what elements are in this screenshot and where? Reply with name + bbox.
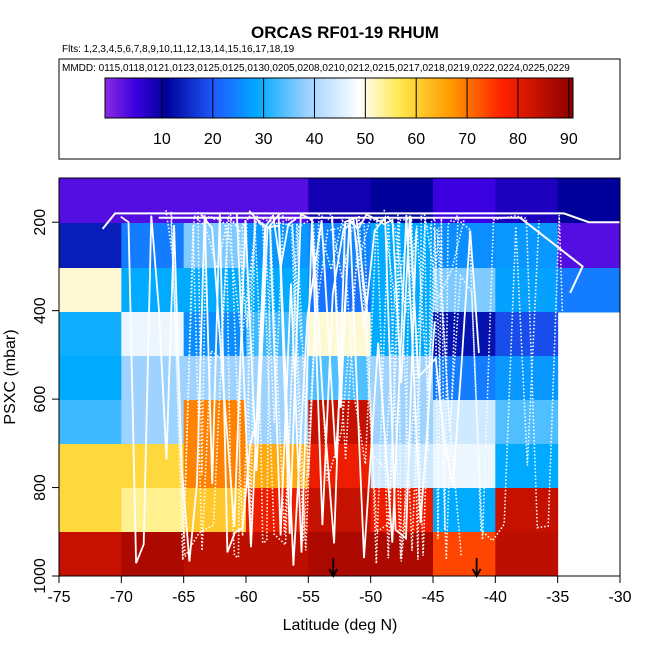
colorbar-tick-label: 20 — [204, 131, 222, 148]
x-tick-label: -45 — [421, 589, 444, 606]
flight-track — [229, 214, 463, 564]
flight-track — [158, 216, 584, 294]
x-tick-label: -65 — [172, 589, 195, 606]
x-tick-label: -40 — [484, 589, 507, 606]
heatmap-cell — [121, 400, 185, 445]
heatmap-cell — [557, 223, 621, 269]
heatmap-cell — [59, 444, 122, 489]
colorbar-tick-label: 60 — [407, 131, 425, 148]
heatmap-cell — [121, 488, 185, 533]
heatmap-cell — [433, 488, 496, 533]
colorbar-ticks: 10 20 30 40 50 60 70 80 90 — [153, 78, 578, 148]
heatmap-cell — [495, 178, 559, 224]
heatmap-cell — [308, 178, 372, 224]
heatmap-cell — [59, 356, 122, 401]
colorbar-panel — [58, 58, 621, 160]
heatmap-cell — [246, 488, 309, 533]
heatmap-cell — [59, 223, 122, 269]
heatmap-cell — [183, 532, 247, 577]
x-tick-label: -55 — [297, 589, 320, 606]
x-axis-label: Latitude (deg N) — [283, 617, 398, 634]
heatmap-cell — [370, 178, 434, 224]
flight-track — [248, 210, 418, 553]
flight-track — [235, 212, 436, 566]
heatmap-cell — [495, 532, 559, 577]
heatmap-cell — [495, 268, 559, 313]
flight-track — [197, 212, 272, 559]
x-tick-label: -70 — [110, 589, 133, 606]
colorbar-tick-label: 40 — [306, 131, 324, 148]
flight-track — [383, 209, 571, 546]
heatmap-cell — [495, 488, 559, 533]
y-tick-label: 200 — [32, 209, 49, 236]
heatmap-cell — [495, 400, 559, 445]
colorbar-tick-label: 10 — [153, 131, 171, 148]
x-tick-label: -30 — [608, 589, 631, 606]
y-tick-label: 1000 — [32, 558, 49, 594]
colorbar-tick-label: 90 — [560, 131, 578, 148]
flight-track — [170, 211, 412, 561]
heatmap-cell — [308, 532, 372, 577]
heatmap-cell — [59, 532, 122, 577]
y-tick-label: 400 — [32, 297, 49, 324]
x-axis-ticks: -75 -70 -65 -60 -55 -50 -45 -40 -35 -30 — [47, 576, 632, 606]
heatmap-cell — [557, 268, 621, 313]
heatmap-cell — [495, 444, 559, 489]
heatmap-cell — [246, 532, 309, 577]
heatmap-cell — [59, 178, 122, 224]
flight-track — [120, 213, 297, 564]
colorbar-tick-label: 70 — [458, 131, 476, 148]
y-axis-label: PSXC (mbar) — [2, 329, 19, 424]
heatmap-cell — [121, 178, 185, 224]
heatmap-cell — [59, 312, 122, 357]
heatmap-cell — [495, 312, 559, 357]
flight-track — [165, 210, 302, 551]
heatmap-cell — [59, 400, 122, 445]
colorbar-tick-label: 30 — [255, 131, 273, 148]
heatmap-cell — [370, 400, 434, 445]
chart-title: ORCAS RF01-19 RHUM — [251, 23, 439, 42]
heatmap-cell — [246, 312, 309, 357]
heatmap-cell — [121, 444, 185, 489]
heatmap-cell — [557, 178, 621, 224]
x-tick-label: -35 — [546, 589, 569, 606]
y-tick-label: 600 — [32, 386, 49, 413]
y-axis-ticks: 200 400 600 800 1000 — [32, 209, 59, 594]
heatmap-cell — [308, 444, 372, 489]
heatmap-cell — [433, 223, 496, 269]
flight-track — [394, 212, 459, 562]
heatmap-cell — [433, 532, 496, 577]
flight-track — [329, 213, 540, 560]
heatmap-cell — [121, 532, 185, 577]
plot-frame — [58, 177, 621, 577]
flight-tracks — [101, 209, 620, 566]
heatmap-cell — [433, 178, 496, 224]
flights-line: Flts: 1,2,3,4,5,6,7,8,9,10,11,12,13,14,1… — [62, 44, 295, 55]
heatmap-cell — [59, 268, 122, 313]
heatmap-cell — [59, 488, 122, 533]
colorbar-tick-label: 50 — [356, 131, 374, 148]
x-tick-label: -60 — [234, 589, 257, 606]
x-tick-label: -50 — [359, 589, 382, 606]
heatmap-cell — [183, 312, 247, 357]
x-tick-label: -75 — [47, 589, 70, 606]
dates-line: MMDD: 0115,0118,0121,0123,0125,0125,0130… — [62, 63, 570, 74]
flight-track — [170, 213, 400, 560]
y-tick-label: 800 — [32, 474, 49, 501]
flight-track — [101, 212, 620, 230]
colorbar — [104, 77, 574, 119]
colorbar-tick-label: 80 — [509, 131, 527, 148]
heatmap-cell — [495, 356, 559, 401]
